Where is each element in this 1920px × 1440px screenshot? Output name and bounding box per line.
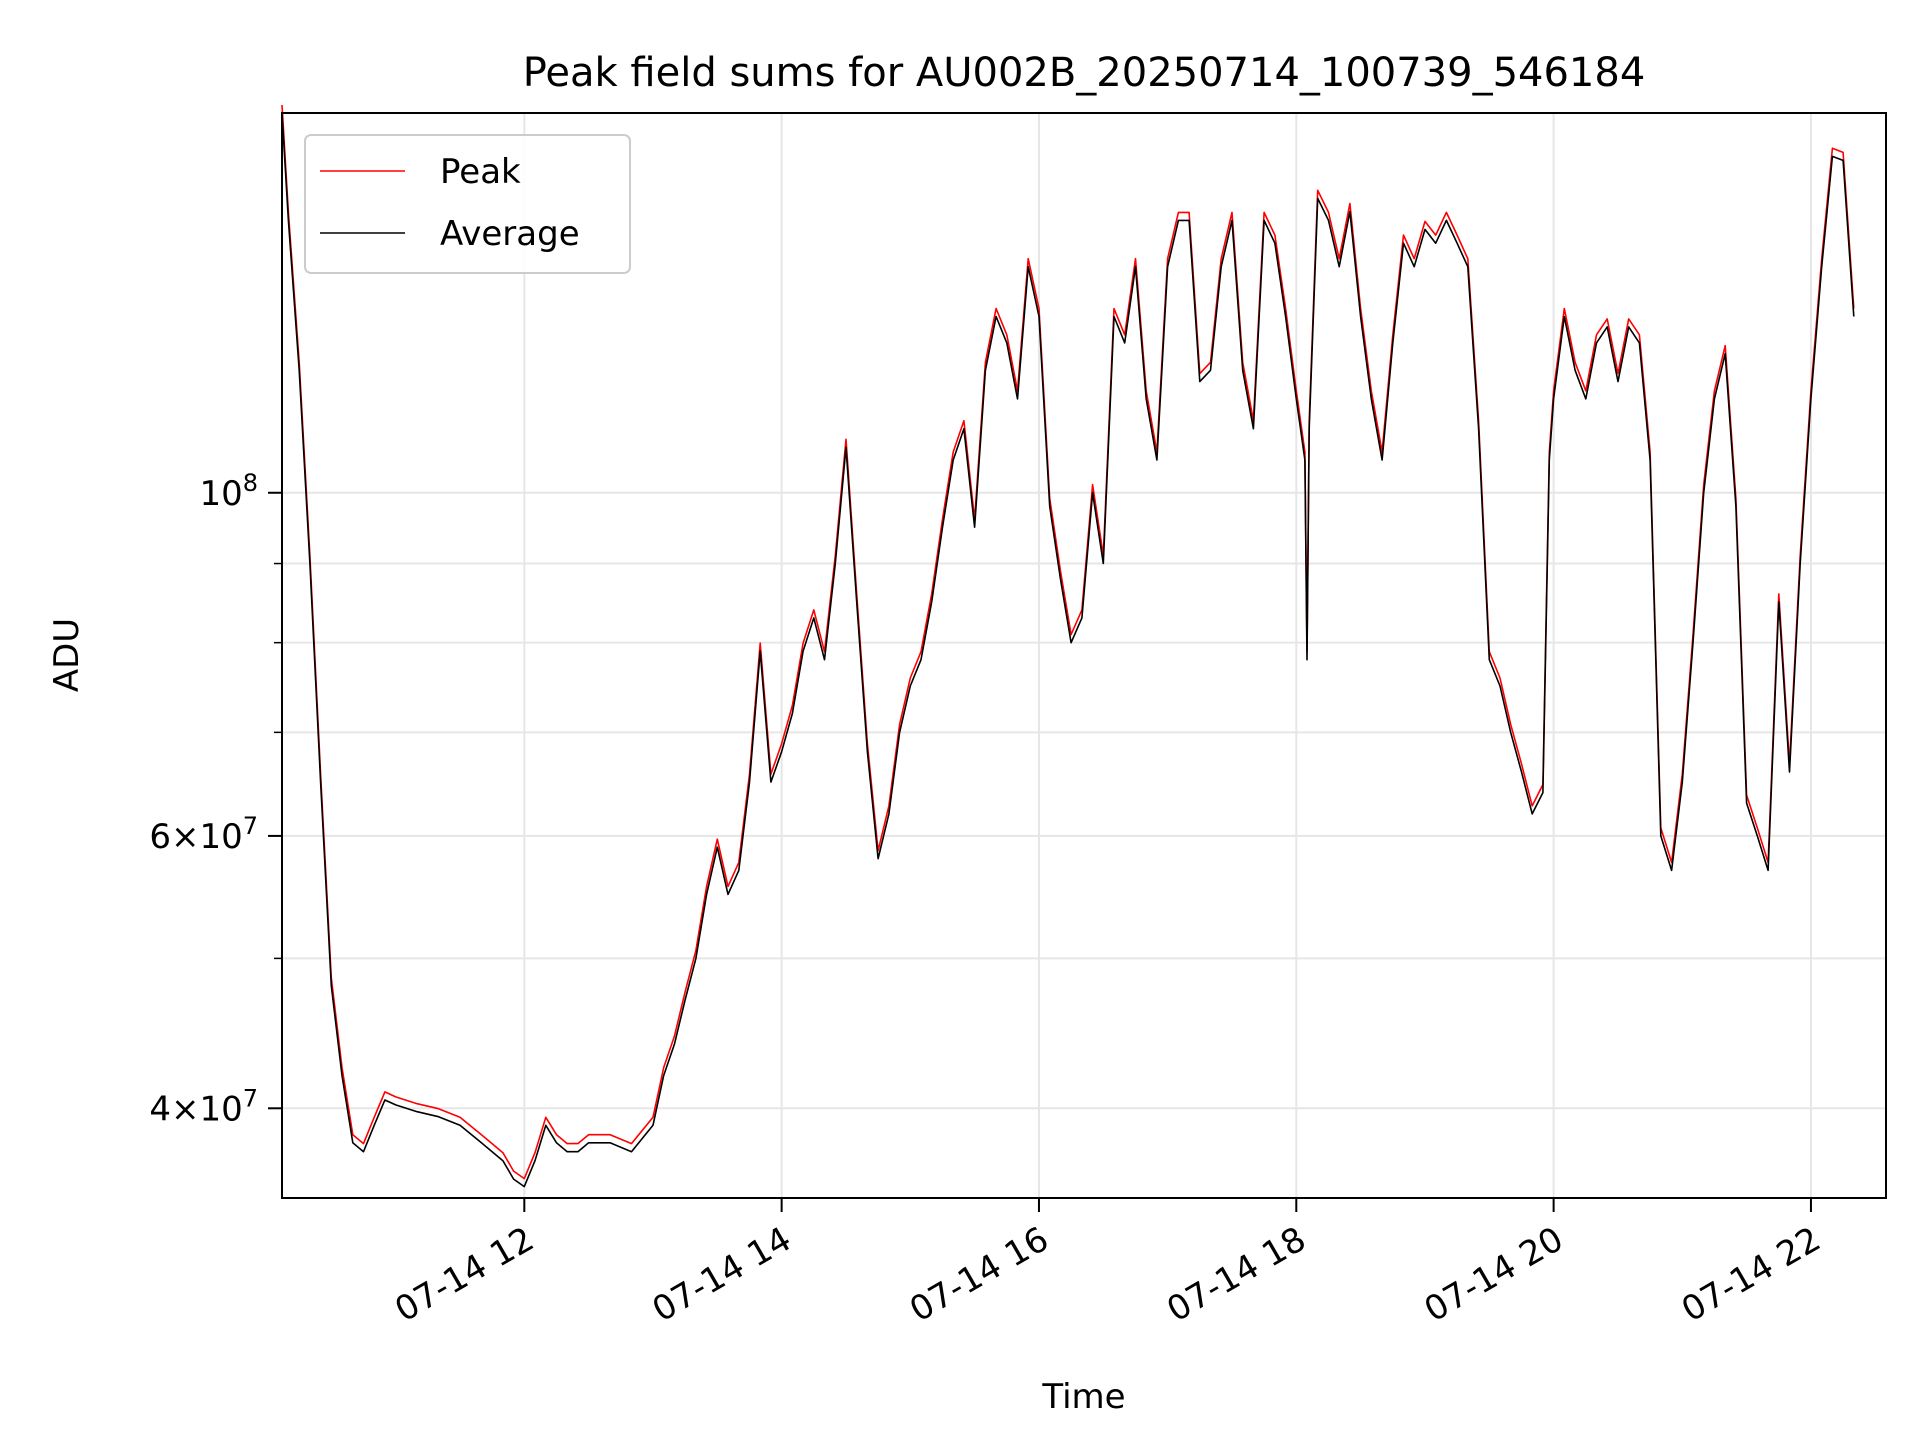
x-axis-label: Time (1041, 1377, 1125, 1417)
grid (282, 113, 1886, 1198)
series-lines (281, 104, 1855, 1188)
y-axis-label: ADU (47, 618, 87, 692)
plot-frame (281, 112, 1887, 1199)
chart-title: Peak field sums for AU002B_20250714_1007… (523, 50, 1646, 96)
series-line-average (281, 112, 1855, 1188)
legend: Peak Average (304, 134, 631, 274)
y-tick-label: 4×107 (149, 1084, 258, 1129)
legend-label-average: Average (440, 214, 580, 254)
legend-label-peak: Peak (440, 152, 521, 192)
series-line-peak (281, 104, 1855, 1180)
y-tick-label: 6×107 (149, 812, 258, 857)
legend-box (304, 134, 631, 274)
